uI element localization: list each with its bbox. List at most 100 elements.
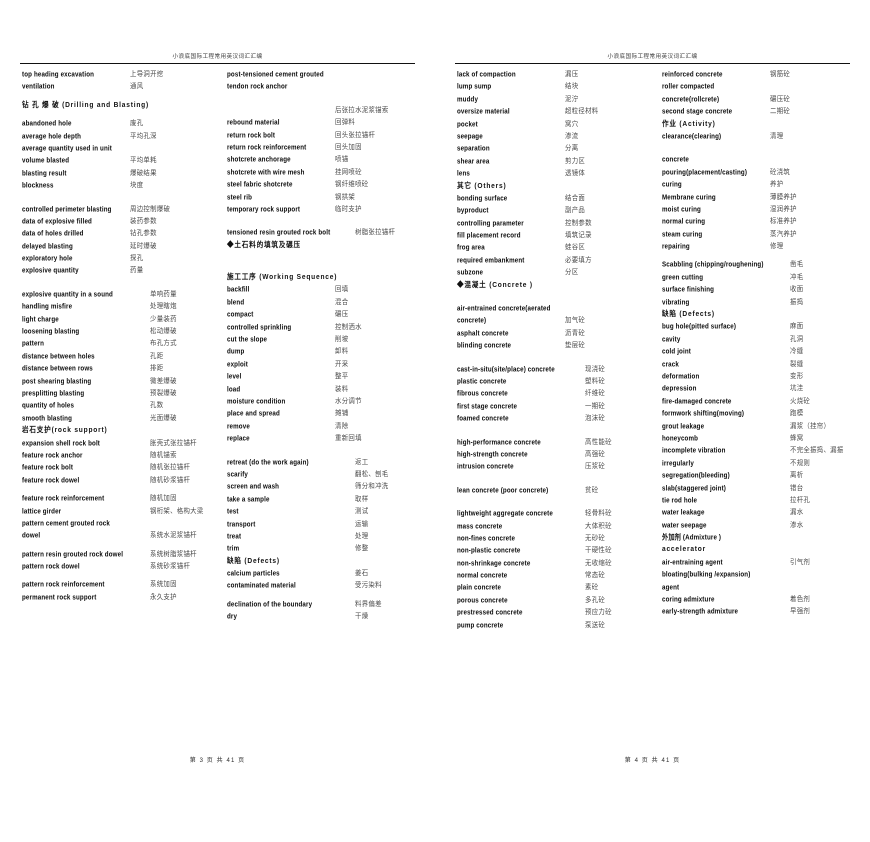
term-zh: 高强砼 <box>585 450 606 459</box>
term-zh: 跑模 <box>790 409 804 418</box>
term-en: shotcrete with wire mesh <box>227 168 305 177</box>
term-zh: 漏浆（挂帘） <box>790 422 831 430</box>
glossary-entry: normal concrete 常态砼 <box>457 570 648 581</box>
glossary-entry: exploit 开采 <box>227 359 416 370</box>
section-heading-label: ◆土石料的填筑及碾压 <box>227 241 301 250</box>
glossary-entry: smooth blasting 光面爆破 <box>22 413 213 424</box>
term-en: air-entrained concrete(aerated <box>457 304 551 313</box>
term-en: loosening blasting <box>22 327 80 336</box>
glossary-entry: reinforced concrete 钢筋砼 <box>662 69 851 80</box>
glossary-entry: delayed blasting 延时爆破 <box>22 241 213 252</box>
term-zh: 延时爆破 <box>130 242 157 251</box>
term-zh: 砼浇筑 <box>770 168 791 177</box>
glossary-entry: pouring(placement/casting) 砼浇筑 <box>662 167 851 178</box>
term-en: intrusion concrete <box>457 462 514 471</box>
term-zh: 探孔 <box>130 254 144 263</box>
term-zh: 随机锚索 <box>150 451 177 460</box>
section-heading-label: 其它 (Others) <box>457 182 507 190</box>
term-zh: 回头张拉锚杆 <box>335 131 376 139</box>
glossary-entry: 外加剂 (Admixture ) <box>662 532 851 543</box>
glossary-entry: return rock reinforcement 回头加固 <box>227 142 416 153</box>
glossary-entry: controlled sprinkling 控制洒水 <box>227 322 416 333</box>
section-heading: ◆混凝土 (Concrete ) <box>457 280 648 291</box>
term-en: high-strength concrete <box>457 450 528 459</box>
term-en: blend <box>227 298 245 307</box>
term-zh: 微差爆破 <box>150 377 177 385</box>
glossary-entry: declination of the boundary 料界偏差 <box>227 599 416 610</box>
glossary-entry: test 测试 <box>227 506 416 517</box>
term-en: non-shrinkage concrete <box>457 559 531 568</box>
right-page-column-2: reinforced concrete 钢筋砼 roller compacted … <box>652 69 855 632</box>
glossary-entry: non-fines concrete 无砂砼 <box>457 533 648 544</box>
glossary-entry: cavity 孔洞 <box>662 334 851 345</box>
glossary-entry: load 装料 <box>227 384 416 395</box>
term-en: controlled perimeter blasting <box>22 204 112 214</box>
term-zh: 松动爆破 <box>150 327 177 336</box>
term-zh: 着色剂 <box>790 595 811 604</box>
term-en: load <box>227 384 241 394</box>
term-zh: 预应力砼 <box>585 608 612 617</box>
term-zh: 排距 <box>150 364 164 373</box>
glossary-entry: formwork shifting(moving) 跑模 <box>662 408 851 419</box>
term-en: steel fabric shotcrete <box>227 180 293 189</box>
term-en: lens <box>457 169 470 178</box>
section-heading: 缺陷 (Defects) <box>227 556 416 567</box>
term-en: bug hole(pitted surface) <box>662 322 737 332</box>
term-en: rebound material <box>227 118 280 127</box>
term-en: muddy <box>457 95 479 104</box>
glossary-entry: compact 碾压 <box>227 309 416 320</box>
term-zh: 填筑记录 <box>565 231 592 240</box>
term-zh: 翻松、刨毛 <box>355 470 389 479</box>
term-zh: 胀壳式张拉锚杆 <box>150 439 197 447</box>
term-en: mass concrete <box>457 521 503 531</box>
term-zh: 废孔 <box>130 119 144 128</box>
term-zh: 控制参数 <box>565 219 592 228</box>
term-en: tensioned resin grouted rock bolt <box>227 228 331 237</box>
term-en: dowel <box>22 531 41 540</box>
term-zh: 光面爆破 <box>150 414 177 423</box>
glossary-entry: post shearing blasting 微差爆破 <box>22 376 213 387</box>
term-en: byproduct <box>457 206 489 215</box>
term-zh: 清理 <box>770 132 784 141</box>
term-zh: 整平 <box>335 372 349 381</box>
glossary-entry: controlled perimeter blasting 周边控制爆破 <box>22 204 213 215</box>
glossary-entry: post-tensioned cement grouted <box>227 69 416 80</box>
glossary-entry: contaminated material 受污染料 <box>227 580 416 591</box>
glossary-entry: mass concrete 大体积砼 <box>457 521 648 532</box>
glossary-entry: plastic concrete 塑料砼 <box>457 376 648 387</box>
glossary-entry: level 整平 <box>227 371 416 382</box>
term-en: tie rod hole <box>662 496 698 505</box>
term-en: reinforced concrete <box>662 70 723 79</box>
glossary-entry: Membrane curing 薄膜养护 <box>662 192 851 203</box>
glossary-entry: bonding surface 结合面 <box>457 193 648 204</box>
section-heading: 岩石支护(rock support) <box>22 425 213 436</box>
term-en: lack of compaction <box>457 70 516 79</box>
term-zh: 必要填方 <box>565 256 592 265</box>
glossary-entry: segregation(bleeding) 离析 <box>662 470 851 481</box>
term-zh: 蛙谷区 <box>565 244 586 252</box>
glossary-entry: non-plastic concrete 干硬性砼 <box>457 545 648 556</box>
spacer <box>227 446 416 457</box>
term-en: backfill <box>227 285 250 295</box>
term-zh: 块度 <box>130 181 144 190</box>
term-en: non-fines concrete <box>457 534 516 543</box>
term-zh: 素砼 <box>585 584 599 592</box>
term-zh: 纤维砼 <box>585 390 606 398</box>
term-en: feature rock bolt <box>22 463 74 472</box>
term-zh: 麻面 <box>790 323 804 331</box>
term-en: concrete <box>662 155 689 164</box>
term-en: fire-damaged concrete <box>662 397 732 406</box>
term-en: shotcrete anchorage <box>227 155 291 164</box>
term-zh: 系统砂浆锚杆 <box>150 562 191 571</box>
glossary-entry: seepage 渗流 <box>457 131 648 142</box>
term-zh: 收面 <box>790 285 804 294</box>
term-en: moist curing <box>662 205 701 214</box>
glossary-entry: dry 干燥 <box>227 611 416 622</box>
glossary-entry: clearance(clearing) 清理 <box>662 131 851 142</box>
term-en: pattern rock reinforcement <box>22 580 105 590</box>
page-footer-right: 第 4 页 共 41 页 <box>624 758 681 764</box>
term-zh: 不完全振捣、漏振 <box>790 446 844 455</box>
term-en: surface finishing <box>662 285 715 294</box>
term-en: ventilation <box>22 82 55 92</box>
glossary-entry: concrete(rollcrete) 碾压砼 <box>662 94 851 105</box>
